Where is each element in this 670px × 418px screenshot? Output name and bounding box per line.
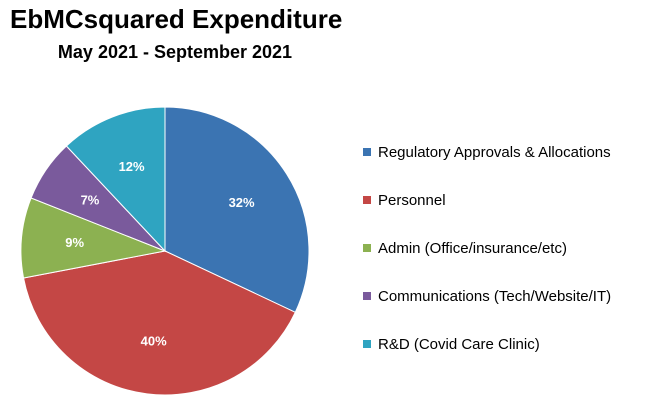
legend-swatch-communications — [363, 292, 371, 300]
legend-item-communications: Communications (Tech/Website/IT) — [363, 272, 611, 320]
legend-item-admin: Admin (Office/insurance/etc) — [363, 224, 611, 272]
legend-label-personnel: Personnel — [378, 191, 446, 209]
data-label-communications: 7% — [81, 193, 100, 208]
legend-swatch-rnd — [363, 340, 371, 348]
pie-slice-personnel — [22, 250, 296, 396]
chart-subtitle: May 2021 - September 2021 — [57, 42, 293, 62]
pie-slice-admin — [20, 197, 167, 279]
legend-item-rnd: R&D (Covid Care Clinic) — [363, 320, 611, 368]
data-label-personnel: 40% — [141, 334, 167, 349]
legend-label-rnd: R&D (Covid Care Clinic) — [378, 335, 540, 353]
legend-swatch-regulatory — [363, 148, 371, 156]
data-label-regulatory: 32% — [229, 195, 255, 210]
chart-title: EbMCsquared Expenditure — [10, 4, 343, 34]
data-label-admin: 9% — [65, 235, 84, 250]
pie-slice-rnd — [65, 106, 166, 253]
legend-item-regulatory: Regulatory Approvals & Allocations — [363, 128, 611, 176]
data-label-rnd: 12% — [119, 159, 145, 174]
pie-slice-regulatory — [164, 106, 310, 313]
legend-label-admin: Admin (Office/insurance/etc) — [378, 239, 567, 257]
legend-label-regulatory: Regulatory Approvals & Allocations — [378, 143, 611, 161]
legend-swatch-personnel — [363, 196, 371, 204]
legend-label-communications: Communications (Tech/Website/IT) — [378, 287, 612, 305]
legend-swatch-admin — [363, 244, 371, 252]
legend: Regulatory Approvals & Allocations Perso… — [363, 128, 611, 368]
legend-item-personnel: Personnel — [363, 176, 611, 224]
